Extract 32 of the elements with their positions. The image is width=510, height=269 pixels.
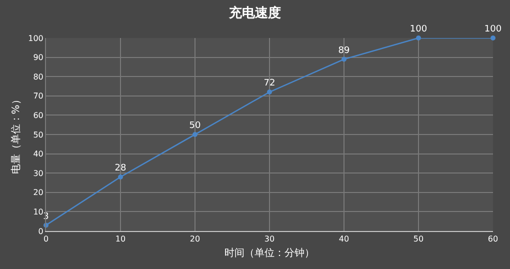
y-tick-label: 60 — [33, 111, 44, 120]
point — [490, 36, 496, 40]
y-tick-label: 20 — [33, 188, 44, 198]
point — [192, 132, 198, 137]
point — [118, 174, 123, 180]
point — [342, 56, 346, 62]
y-tick-label: 0 — [38, 226, 44, 236]
x-tick-label: 50 — [413, 234, 424, 244]
data-label: 100 — [484, 24, 502, 35]
chart-title: 充电速度 — [228, 5, 281, 22]
data-label: 50 — [189, 121, 201, 132]
x-tick-label: 10 — [115, 234, 126, 244]
data-label: 89 — [338, 46, 350, 56]
data-label: 100 — [410, 24, 428, 35]
point — [416, 36, 421, 40]
y-tick-label: 70 — [33, 92, 44, 101]
y-tick-label: 50 — [33, 130, 44, 140]
x-tick-label: 40 — [338, 234, 350, 244]
y-axis-title: 电量（单位：%） — [10, 94, 22, 174]
x-tick-label: 30 — [264, 234, 275, 244]
x-axis-title: 时间（单位：分钟） — [224, 247, 314, 260]
y-tick-label: 90 — [33, 53, 44, 62]
x-tick-label: 60 — [488, 234, 498, 244]
data-label: 72 — [264, 78, 276, 89]
x-tick-label: 20 — [190, 234, 200, 244]
y-tick-label: 80 — [33, 72, 44, 82]
data-label: 28 — [114, 164, 126, 174]
y-tick-label: 40 — [33, 150, 44, 159]
point — [267, 90, 272, 95]
y-tick-label: 30 — [33, 168, 44, 178]
y-tick-label: 10 — [33, 208, 44, 216]
y-tick-label: 100 — [28, 34, 44, 43]
